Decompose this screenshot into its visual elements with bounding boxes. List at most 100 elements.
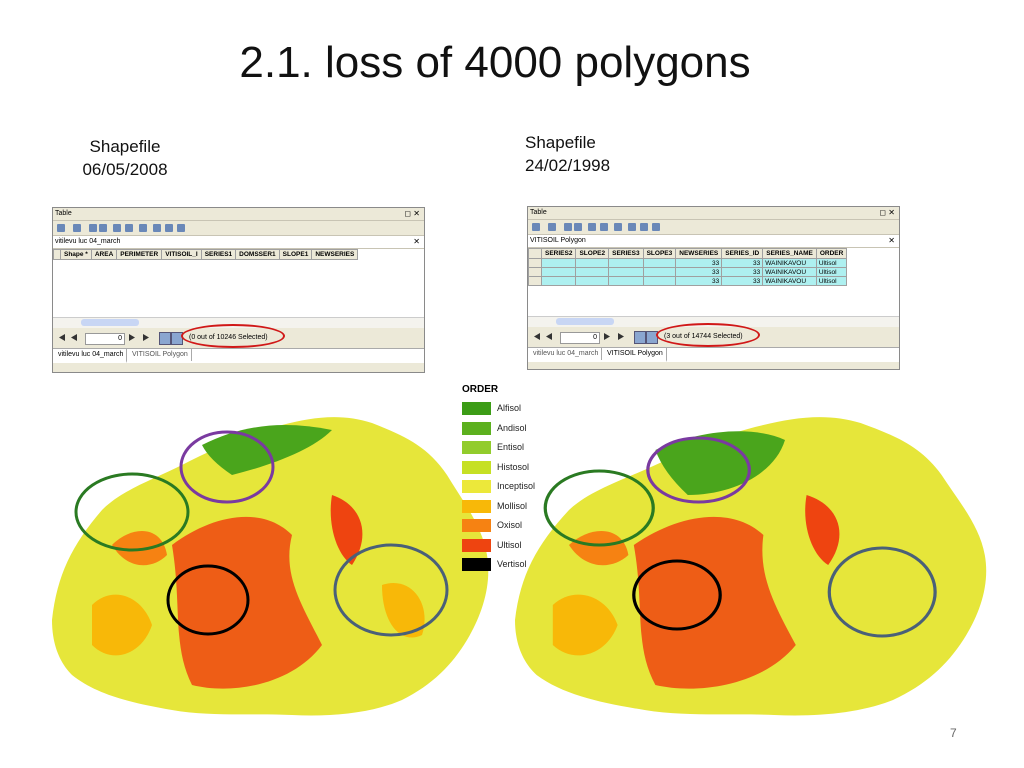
close-button[interactable]: ✕ bbox=[888, 236, 895, 245]
legend-swatch bbox=[462, 519, 491, 532]
layer-name: vitilevu luc 04_march bbox=[55, 238, 121, 245]
legend-label: Mollisol bbox=[497, 500, 528, 511]
tool-icon[interactable] bbox=[165, 224, 173, 232]
tool-icon[interactable] bbox=[628, 223, 636, 231]
legend-label: Ultisol bbox=[497, 539, 522, 550]
table-cell: 33 bbox=[721, 276, 764, 286]
window-controls: ◻ ✕ bbox=[879, 208, 895, 217]
layer-bar: vitilevu luc 04_march ✕ bbox=[53, 236, 424, 249]
legend-label: Inceptisol bbox=[497, 481, 536, 491]
table-row: 33 33 WAINIKAVOU Ultisol bbox=[528, 276, 848, 286]
tool-icon[interactable] bbox=[614, 223, 622, 231]
map-left bbox=[52, 417, 489, 716]
attribute-table: Shape * AREA PERIMETER VITISOIL_I SERIES1 DOM… bbox=[53, 249, 359, 260]
tab[interactable]: vitilevu luc 04_march bbox=[530, 348, 603, 360]
map-right bbox=[515, 417, 987, 716]
tool-icon[interactable] bbox=[99, 224, 107, 232]
tab[interactable]: vitilevu luc 04_march bbox=[55, 349, 128, 363]
tool-icon[interactable] bbox=[600, 223, 608, 231]
tool-icon[interactable] bbox=[564, 223, 572, 231]
table-grid: SERIES2 SLOPE2 SERIES3 SLOPE3 NEWSERIES SERIE… bbox=[528, 248, 899, 316]
legend-swatch bbox=[462, 421, 491, 435]
legend-label: Andisol bbox=[497, 422, 527, 433]
window-controls: ◻ ✕ bbox=[404, 209, 420, 218]
tool-icon[interactable] bbox=[125, 224, 133, 232]
tool-icon[interactable] bbox=[588, 223, 596, 231]
tool-icon[interactable] bbox=[532, 223, 540, 231]
caption: Shapefile 06/05/2008 bbox=[40, 135, 210, 181]
legend-label: Entisol bbox=[497, 442, 525, 452]
tool-icon[interactable] bbox=[640, 223, 648, 231]
tool-icon[interactable] bbox=[139, 224, 147, 232]
row-selector bbox=[53, 249, 61, 260]
toolbar bbox=[528, 220, 899, 235]
slide-title: 2.1. loss of 4000 polygons bbox=[239, 38, 751, 87]
column-header: SERIES1 bbox=[200, 249, 237, 260]
tool-icon[interactable] bbox=[574, 223, 582, 231]
column-header: DOMSSER1 bbox=[235, 249, 280, 260]
table-window: Table ◻ ✕ vitilevu luc 04_march ✕ Shape * ARE… bbox=[52, 207, 425, 373]
tool-icon[interactable] bbox=[73, 224, 81, 232]
caption-line: 06/05/2008 bbox=[82, 160, 168, 179]
legend-swatch bbox=[462, 499, 491, 513]
legend-label: Vertisol bbox=[497, 559, 527, 569]
tab[interactable]: VITISOIL Polygon bbox=[129, 349, 192, 361]
view-button[interactable] bbox=[159, 332, 171, 345]
legend-swatch bbox=[462, 441, 491, 454]
legend: Alfisol Andisol Entisol Histosol Inceptisol M… bbox=[462, 402, 562, 582]
horizontal-scrollbar[interactable] bbox=[528, 316, 899, 327]
tab-strip: vitilevu luc 04_march VITISOIL Polygon bbox=[53, 348, 424, 363]
nav-button[interactable] bbox=[534, 333, 540, 340]
legend-label: Histosol bbox=[497, 461, 530, 472]
tool-icon[interactable] bbox=[57, 224, 65, 232]
caption-line: 24/02/1998 bbox=[525, 156, 611, 175]
table-row: 33 33 WAINIKAVOU Ultisol bbox=[528, 267, 848, 277]
scroll-thumb bbox=[81, 319, 139, 326]
tool-icon[interactable] bbox=[89, 224, 97, 232]
legend-title: ORDER bbox=[462, 384, 499, 395]
record-field: 0 bbox=[85, 333, 125, 345]
window-title-bar: Table ◻ ✕ bbox=[53, 208, 424, 221]
attribute-table: SERIES2 SLOPE2 SERIES3 SLOPE3 NEWSERIES SERIE… bbox=[528, 248, 848, 286]
layer-bar: VITISOIL Polygon ✕ bbox=[528, 235, 899, 248]
highlight-ellipse bbox=[656, 323, 760, 347]
navigation-bar: 0 (3 out of 14744 Selected) bbox=[528, 323, 899, 347]
column-header: NEWSERIES bbox=[311, 249, 359, 260]
nav-button[interactable] bbox=[546, 333, 552, 340]
window-title-bar: Table ◻ ✕ bbox=[528, 207, 899, 220]
tool-icon[interactable] bbox=[153, 224, 161, 232]
nav-button[interactable] bbox=[71, 334, 77, 341]
column-header: PERIMETER bbox=[116, 249, 163, 260]
legend-swatch bbox=[462, 460, 491, 474]
caption-line: Shapefile bbox=[89, 137, 161, 156]
tool-icon[interactable] bbox=[177, 224, 185, 232]
caption-line: Shapefile bbox=[525, 133, 596, 152]
nav-button[interactable] bbox=[59, 334, 65, 341]
view-button[interactable] bbox=[634, 331, 646, 344]
table-cell: Ultisol bbox=[815, 276, 848, 286]
caption: Shapefile 24/02/1998 bbox=[525, 131, 610, 177]
scroll-thumb bbox=[556, 318, 614, 325]
close-button[interactable]: ✕ bbox=[413, 237, 420, 246]
tool-icon[interactable] bbox=[548, 223, 556, 231]
table-row: 33 33 WAINIKAVOU Ultisol bbox=[528, 258, 848, 268]
tab[interactable]: VITISOIL Polygon bbox=[604, 348, 667, 362]
column-header: AREA bbox=[90, 249, 118, 260]
tool-icon[interactable] bbox=[113, 224, 121, 232]
table-cell bbox=[540, 276, 577, 286]
tool-icon[interactable] bbox=[652, 223, 660, 231]
table-cell bbox=[608, 276, 644, 286]
legend-swatch bbox=[462, 558, 491, 571]
tab-strip: vitilevu luc 04_march VITISOIL Polygon bbox=[528, 347, 899, 362]
window-title: Table bbox=[530, 209, 547, 216]
layer-name: VITISOIL Polygon bbox=[530, 237, 586, 244]
highlight-ellipse bbox=[181, 324, 285, 348]
table-window: Table ◻ ✕ VITISOIL Polygon ✕ SERIES2 SLOPE2 SE… bbox=[527, 206, 900, 370]
header-row: Shape * AREA PERIMETER VITISOIL_I SERIES1 DOM… bbox=[53, 249, 359, 260]
record-field: 0 bbox=[560, 332, 600, 344]
horizontal-scrollbar[interactable] bbox=[53, 317, 424, 328]
legend-swatch bbox=[462, 402, 491, 415]
toolbar bbox=[53, 221, 424, 236]
